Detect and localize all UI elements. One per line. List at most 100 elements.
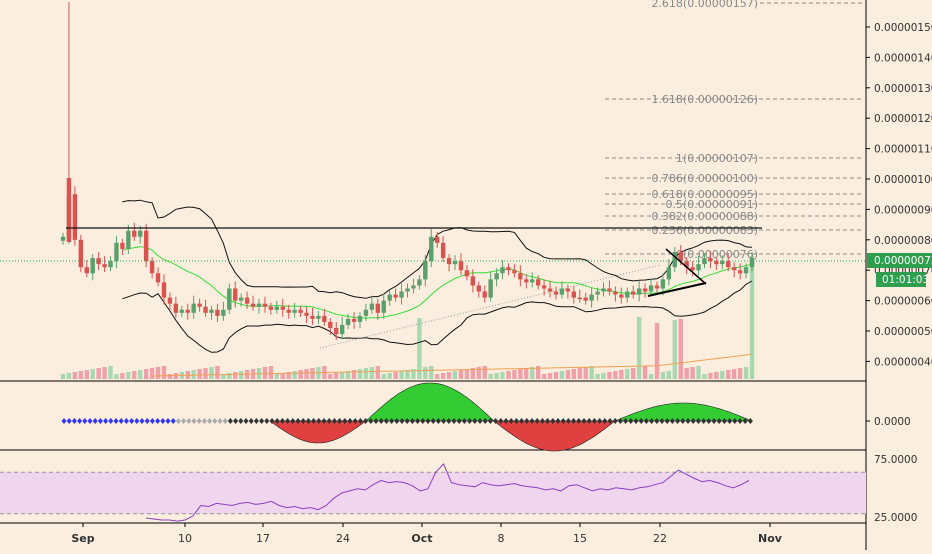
squeeze-dot <box>77 418 83 424</box>
squeeze-dot <box>337 418 343 424</box>
bollinger-lower <box>122 280 753 353</box>
fib-level-label: 0.786(0.00000100) <box>651 172 758 185</box>
candle-body <box>530 279 535 283</box>
squeeze-dot <box>264 418 270 424</box>
candle-body <box>203 306 208 313</box>
last-price-tag <box>867 253 932 268</box>
candle-body <box>339 324 345 335</box>
squeeze-dot <box>373 418 379 424</box>
candle-body <box>292 309 297 313</box>
grid <box>0 0 867 550</box>
candle-body <box>595 291 600 295</box>
squeeze-dot <box>680 418 686 424</box>
squeeze-dot <box>108 418 114 424</box>
candle-body <box>185 309 190 313</box>
candle-body <box>375 303 381 313</box>
squeeze-dot <box>638 418 644 424</box>
candle-body <box>244 297 250 304</box>
squeeze-dot <box>269 418 275 424</box>
volume-bar <box>660 372 666 379</box>
volume-bar <box>203 368 208 379</box>
candle-body <box>642 288 648 292</box>
squeeze-dot <box>82 418 88 424</box>
candle-body <box>423 261 428 280</box>
candle-body <box>209 309 214 313</box>
volume-bar <box>310 368 315 379</box>
squeeze-dot <box>612 418 618 424</box>
fib-level-label: 0(0.00000076) <box>676 248 758 261</box>
candle-body <box>345 318 351 325</box>
momentum-negative-1 <box>269 420 367 444</box>
squeeze-dot <box>550 418 556 424</box>
squeeze-dot <box>487 418 493 424</box>
candle-body <box>143 230 149 262</box>
x-axis-label: 10 <box>178 532 192 545</box>
squeeze-dot <box>139 418 145 424</box>
volume-bar <box>731 369 737 379</box>
squeeze-dot <box>664 418 670 424</box>
volume-bar <box>672 320 677 379</box>
fib-level-label: 0.618(0.00000095) <box>651 188 758 201</box>
price-tick-label: 0.00000130 <box>874 83 932 95</box>
candlesticks <box>60 2 755 341</box>
spike-body <box>66 178 72 242</box>
volume-bar <box>108 366 113 379</box>
volume-bar <box>345 371 351 379</box>
candle-body <box>464 270 470 277</box>
squeeze-dot <box>404 418 410 424</box>
candle-body <box>78 239 84 268</box>
candle-body <box>256 303 262 307</box>
volume-bar <box>72 372 78 379</box>
squeeze-dot <box>617 418 623 424</box>
squeeze-dot <box>71 418 77 424</box>
squeeze-dot <box>451 418 457 424</box>
rsi-tick-label: 25.0000 <box>874 512 917 524</box>
volume-bar <box>559 371 565 379</box>
volume-bar <box>440 373 446 379</box>
candle-body <box>720 261 725 265</box>
candle-body <box>102 264 107 268</box>
volume-bar <box>429 366 434 379</box>
price-tick-label: 0.00000150 <box>874 22 932 34</box>
volume-bar <box>238 371 244 379</box>
candle-body <box>399 291 404 298</box>
volume-bar <box>601 373 606 379</box>
candle-body <box>363 309 369 316</box>
volume-bar <box>215 366 220 379</box>
fib-level-label: 2.618(0.00000157) <box>651 0 758 10</box>
squeeze-dot <box>331 418 337 424</box>
volume-bar <box>102 367 107 379</box>
volume-bar <box>595 374 600 379</box>
squeeze-dot <box>591 418 597 424</box>
volume-bar <box>470 368 476 379</box>
volume-bar <box>464 369 470 379</box>
squeeze-dot <box>623 418 629 424</box>
volume-bar <box>262 367 268 379</box>
candle-body <box>535 279 541 286</box>
squeeze-dot <box>227 418 233 424</box>
squeeze-dot <box>456 418 462 424</box>
squeeze-dot <box>435 418 441 424</box>
squeeze-dot <box>472 418 478 424</box>
squeeze-dot <box>425 418 431 424</box>
volume-bar <box>678 319 683 379</box>
candle-body <box>310 315 315 319</box>
squeeze-dot <box>711 418 717 424</box>
candle-body <box>393 294 398 298</box>
squeeze-dot <box>201 418 207 424</box>
price-tick-label: 0.00000080 <box>874 235 932 247</box>
candle-body <box>619 294 624 298</box>
volume-bar <box>126 372 131 379</box>
candle-body <box>559 288 565 295</box>
volume-bar <box>613 371 618 379</box>
candle-body <box>506 267 511 271</box>
volume-bar <box>577 368 582 379</box>
candle-body <box>114 242 119 262</box>
volume-bar <box>743 367 749 379</box>
squeeze-dot <box>92 418 98 424</box>
candle-body <box>90 258 95 274</box>
squeeze-dot <box>706 418 712 424</box>
candle-body <box>631 291 636 295</box>
